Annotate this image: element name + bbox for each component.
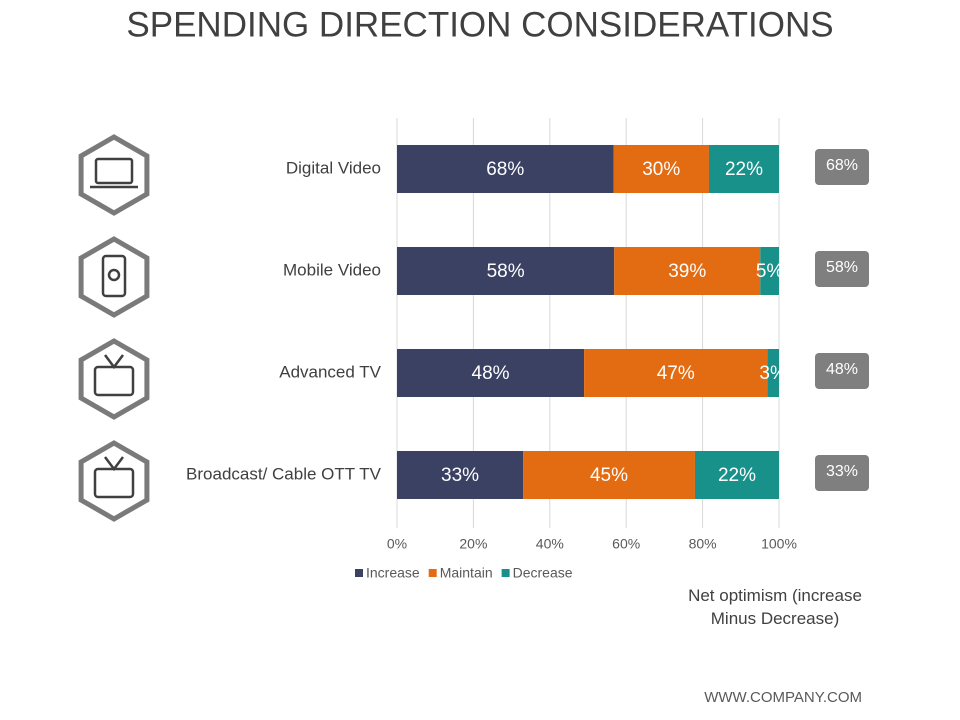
icon <box>93 365 135 397</box>
bar-segment <box>708 145 779 193</box>
legend-swatch <box>355 569 363 577</box>
x-tick-label: 100% <box>761 536 797 552</box>
icon <box>93 467 135 499</box>
net-badge <box>815 251 869 287</box>
icon-hexagon <box>78 134 150 216</box>
icon <box>101 254 127 298</box>
bar-segment <box>397 247 615 295</box>
category-label: Mobile Video <box>283 260 381 279</box>
data-label: 48% <box>472 363 510 384</box>
bar-segment <box>397 451 524 499</box>
data-label: 58% <box>487 261 525 282</box>
x-tick-label: 0% <box>387 536 407 552</box>
footer: WWW.COMPANY.COM <box>704 689 862 706</box>
data-label: 68% <box>486 159 524 180</box>
icon <box>94 157 134 185</box>
data-label: 3% <box>759 363 787 384</box>
bar-segment <box>614 247 761 295</box>
bar-segment <box>613 145 709 193</box>
bar-segment <box>397 349 585 397</box>
data-label: 45% <box>590 465 628 486</box>
legend-swatch <box>428 569 437 577</box>
icon-hexagon <box>78 338 150 420</box>
bar-segment <box>397 145 614 193</box>
legend-label: Maintain <box>440 565 493 581</box>
bar-segment <box>767 349 779 397</box>
icon-hexagon <box>78 236 150 318</box>
data-label: 33% <box>441 465 479 486</box>
bar-segment <box>760 247 779 295</box>
net-badge-label: 58% <box>826 259 858 276</box>
data-label: 22% <box>718 465 756 486</box>
data-label: 47% <box>657 363 695 384</box>
x-tick-label: 40% <box>536 536 564 552</box>
data-label: 5% <box>756 261 784 282</box>
icon <box>107 268 121 282</box>
icon-hexagon <box>78 440 150 522</box>
bar-segment <box>584 349 768 397</box>
category-label: Advanced TV <box>279 362 381 381</box>
data-label: 30% <box>642 159 680 180</box>
legend-label: Increase <box>366 565 420 581</box>
net-badge <box>815 149 869 185</box>
net-badge-label: 68% <box>826 157 858 174</box>
net-optimism-label: Net optimism (increase Minus Decrease) <box>688 586 862 628</box>
x-tick-label: 20% <box>459 536 487 552</box>
icon <box>104 456 124 472</box>
net-badge-label: 33% <box>826 463 858 480</box>
category-label: Digital Video <box>286 158 381 177</box>
x-tick-label: 60% <box>612 536 640 552</box>
net-badge <box>815 455 869 491</box>
legend-label: Decrease <box>513 565 573 581</box>
bar-segment <box>694 451 779 499</box>
x-tick-label: 80% <box>689 536 717 552</box>
category-label: Broadcast/ Cable OTT TV <box>186 464 382 483</box>
net-badge-label: 48% <box>826 361 858 378</box>
data-label: 39% <box>668 261 706 282</box>
bar-segment <box>523 451 695 499</box>
legend-swatch <box>501 569 510 577</box>
chart-title: SPENDING DIRECTION CONSIDERATIONS <box>126 5 833 44</box>
data-label: 22% <box>725 159 763 180</box>
net-badge <box>815 353 869 389</box>
icon <box>104 354 124 370</box>
